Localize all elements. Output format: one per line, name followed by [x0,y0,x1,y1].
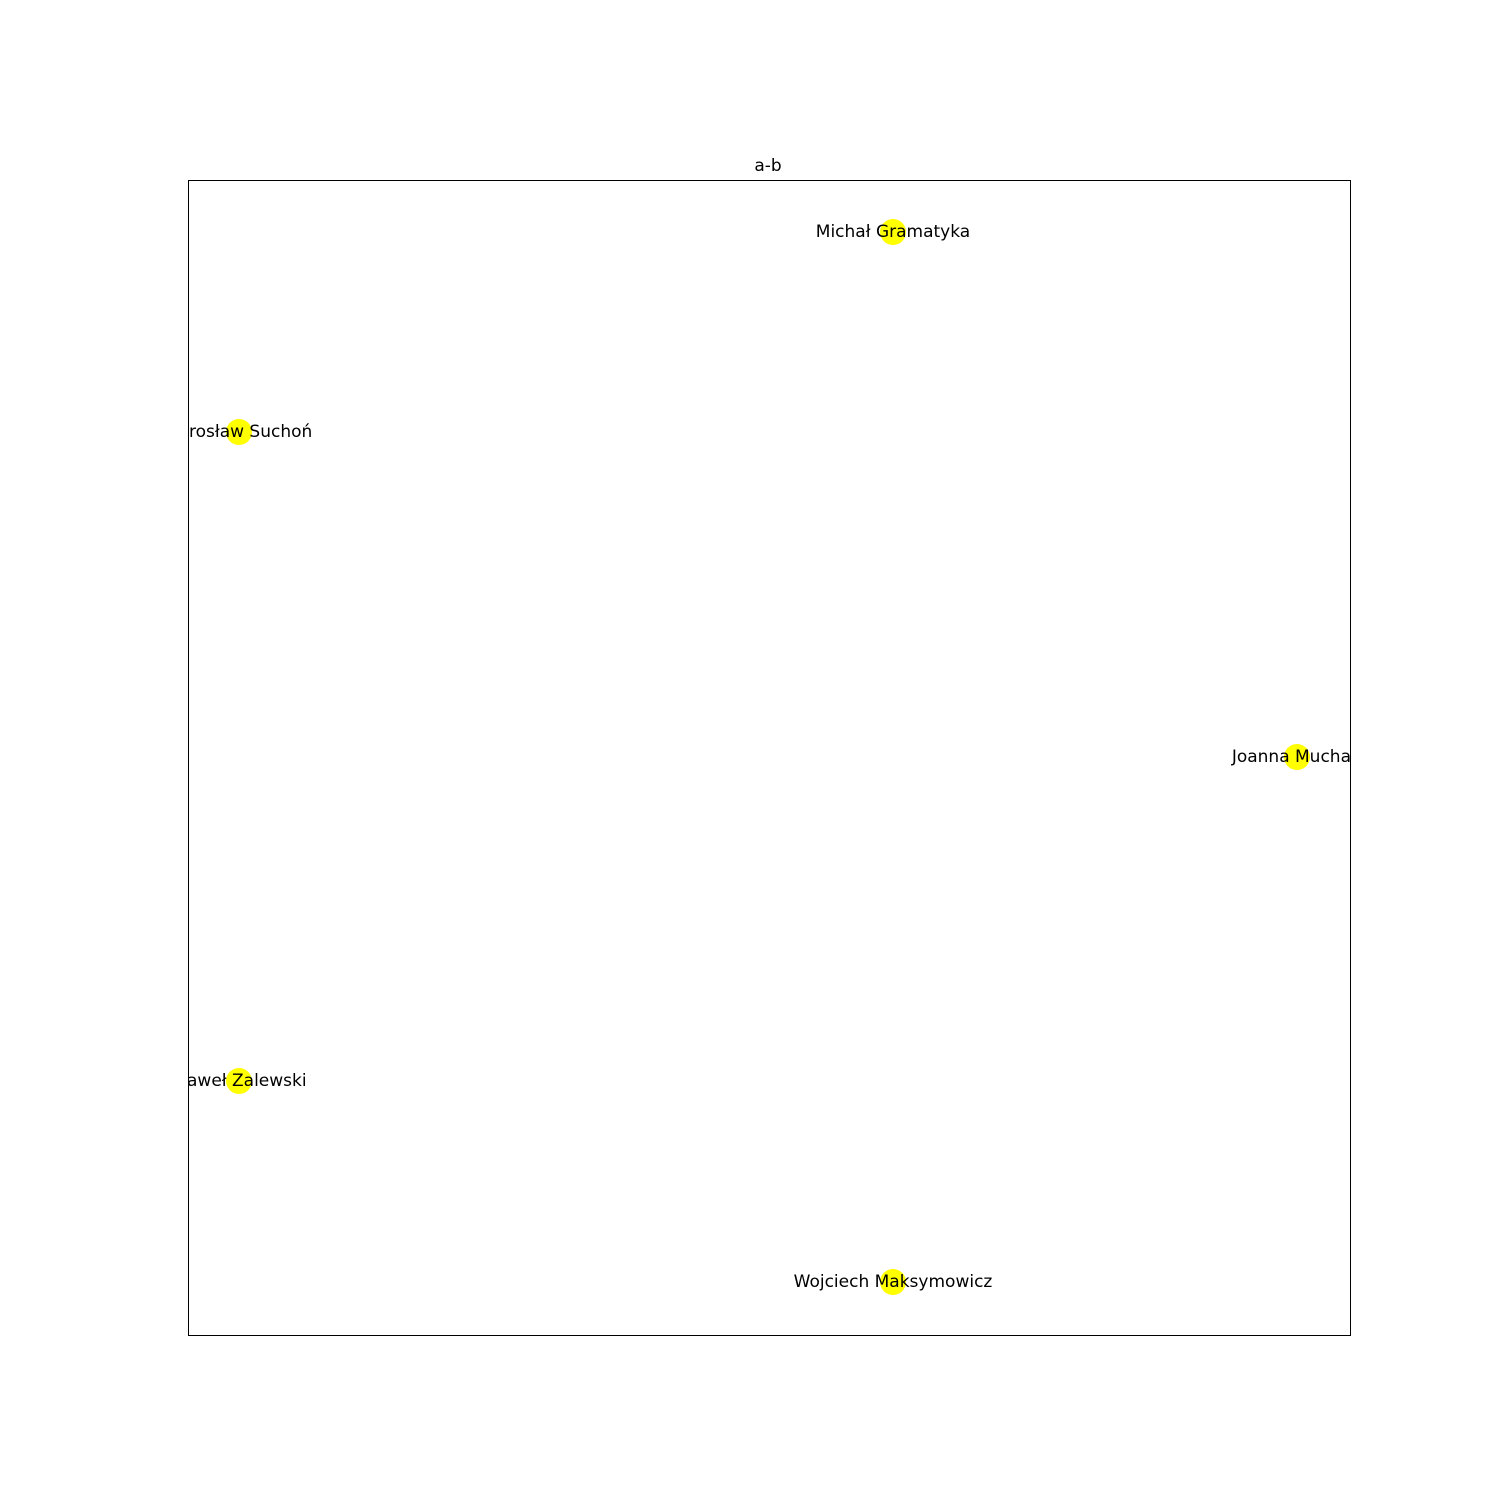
node-label: aweł Zalewski [187,1071,307,1091]
node-label: Wojciech Maksymowicz [794,1272,993,1292]
node-label: rosław Suchoń [189,422,312,442]
axes-frame [188,180,1351,1336]
node [1284,744,1310,770]
node-label: Joanna Mucha [1231,747,1351,767]
title: a-b [754,156,781,176]
node-label: Michał Gramatyka [816,222,970,242]
node [880,1269,906,1295]
nodes: Michał Gramatyka rosław Suchoń Joanna Much… [187,219,1351,1295]
node [226,1068,252,1094]
node [226,419,252,445]
node [880,219,906,245]
